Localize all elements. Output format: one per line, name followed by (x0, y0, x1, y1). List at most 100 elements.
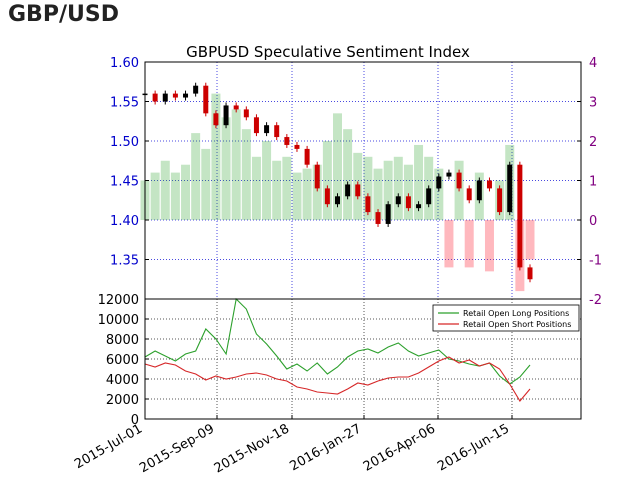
price-candle (324, 188, 330, 205)
price-candle (345, 184, 351, 197)
top-y2-tick-label: 0 (589, 214, 597, 229)
ssi-ratio-bar (434, 168, 444, 220)
ssi-ratio-bar (383, 160, 393, 220)
x-tick-label: 2016-Jan-27 (287, 421, 364, 474)
ssi-ratio-bar (292, 172, 302, 220)
top-y-tick-label: 1.50 (110, 135, 139, 150)
top-y-tick-label: 1.45 (110, 175, 139, 190)
price-candle (233, 105, 239, 110)
ssi-ratio-bar (525, 220, 535, 260)
price-candle (243, 109, 249, 118)
ssi-ratio-bar (262, 141, 272, 220)
ssi-ratio-bar (373, 168, 383, 220)
x-tick-label: 2015-Nov-18 (212, 421, 292, 476)
price-candle (365, 196, 371, 213)
ssi-ratio-bar (251, 156, 261, 220)
ssi-ratio-bar (211, 93, 221, 220)
price-candle (446, 172, 452, 177)
price-candle (274, 125, 280, 138)
price-candle (294, 144, 300, 149)
legend-long-label: Retail Open Long Positions (463, 309, 569, 318)
price-candle (193, 85, 199, 94)
ssi-ratio-bar (272, 160, 282, 220)
page-title: GBP/USD (8, 2, 119, 27)
ssi-ratio-bar (191, 133, 201, 220)
ssi-ratio-bar (150, 172, 160, 220)
price-candle (253, 117, 259, 134)
ssi-ratio-bar (181, 164, 191, 220)
ssi-ratio-bar (343, 129, 353, 220)
price-candle (223, 105, 229, 126)
price-candle (375, 212, 381, 224)
ssi-ratio-bar (393, 156, 403, 220)
price-candle (416, 204, 422, 209)
price-candle (507, 164, 513, 213)
legend: Retail Open Long Positions Retail Open S… (432, 304, 580, 332)
top-y-tick-label: 1.55 (110, 96, 139, 111)
ssi-ratio-bar (282, 156, 292, 220)
ssi-ratio-bar (302, 168, 312, 220)
price-candle (405, 196, 411, 209)
price-candle (304, 148, 310, 165)
price-candle (385, 204, 391, 224)
top-y2-tick-label: 4 (589, 56, 597, 71)
price-candle (162, 93, 168, 102)
bottom-series (144, 297, 531, 402)
bottom-y-tick-label: 4000 (106, 373, 139, 388)
price-candle (476, 180, 482, 201)
bottom-y-tick-label: 12000 (98, 293, 139, 308)
top-y2-tick-label: 3 (589, 96, 597, 111)
price-candle (497, 188, 503, 213)
price-candle (466, 188, 472, 201)
ssi-ratio-bar (363, 156, 373, 220)
top-y2-tick-label: 2 (589, 135, 597, 150)
price-candle (426, 188, 432, 205)
x-tick-label: 2015-Sep-09 (137, 421, 217, 476)
top-chart-title: GBPUSD Speculative Sentiment Index (186, 43, 470, 61)
top-y-ticks: 1.60 1.55 1.50 1.45 1.40 1.35 (110, 56, 149, 269)
price-candle (355, 184, 361, 197)
price-candle (203, 85, 209, 114)
top-y2-tick-label: 1 (589, 175, 597, 190)
bottom-y-tick-label: 8000 (106, 333, 139, 348)
ssi-ratio-bar (403, 164, 413, 220)
ssi-ratio-bar (312, 164, 322, 220)
ssi-ratio-bar (241, 129, 251, 220)
price-candle (183, 93, 189, 98)
price-candle (395, 196, 401, 205)
top-price-series (142, 82, 533, 283)
price-candle (436, 176, 442, 189)
top-y2-tick-label: -1 (589, 254, 602, 269)
ssi-ratio-bar (231, 109, 241, 220)
legend-short-label: Retail Open Short Positions (463, 320, 571, 329)
ssi-ratio-bar (322, 141, 332, 220)
price-candle (517, 164, 523, 268)
price-candle (264, 125, 270, 134)
ssi-ratio-bar (444, 220, 454, 268)
price-candle (213, 113, 219, 126)
ssi-ratio-bar (170, 172, 180, 220)
top-ratio-bars (140, 93, 535, 292)
bottom-y-ticks: 12000 10000 8000 6000 4000 2000 0 (98, 293, 149, 428)
ssi-ratio-bar (484, 220, 494, 272)
price-candle (335, 196, 340, 205)
ssi-ratio-bar (221, 117, 231, 220)
top-y-tick-label: 1.40 (110, 214, 139, 229)
long-positions-line (144, 297, 531, 385)
ssi-ratio-bar (464, 220, 474, 268)
price-candle (456, 172, 462, 189)
price-candle (486, 180, 492, 189)
price-candle (314, 164, 320, 189)
legend-box (432, 304, 580, 332)
ssi-ratio-bar (201, 148, 211, 220)
ssi-ratio-bar (414, 144, 424, 220)
top-y-tick-label: 1.35 (110, 254, 139, 269)
price-candle (284, 137, 290, 145)
x-tick-label: 2016-Jun-15 (435, 421, 512, 474)
top-y2-tick-label: -2 (589, 293, 602, 308)
short-positions-line (144, 356, 531, 402)
bottom-y-tick-label: 10000 (98, 313, 139, 328)
x-tick-label: 2016-Apr-06 (361, 421, 438, 474)
bottom-y-tick-label: 2000 (106, 393, 139, 408)
